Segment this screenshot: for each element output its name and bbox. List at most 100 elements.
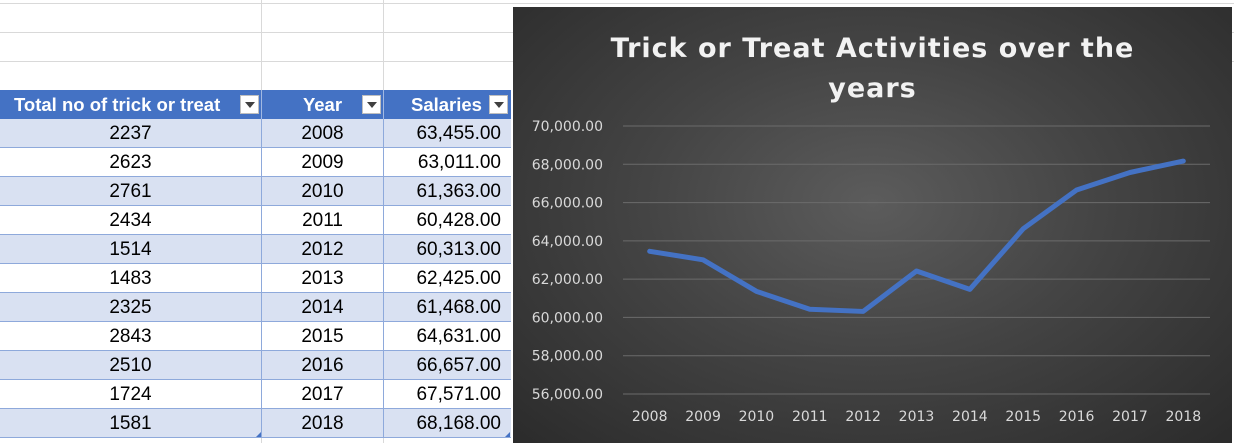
column-separator [383, 90, 384, 119]
cell-salary[interactable]: 63,455.00 [416, 123, 501, 144]
column-separator [383, 380, 384, 408]
y-tick-label: 70,000.00 [532, 119, 603, 135]
cell-trick-or-treat-count[interactable]: 1514 [109, 239, 152, 260]
column-separator [383, 235, 384, 263]
column-separator [383, 264, 384, 292]
cell-year[interactable]: 2015 [301, 326, 344, 347]
chart-title: Trick or Treat Activities over the years [513, 29, 1232, 109]
table-row: 2761 2010 61,363.00 [0, 177, 511, 206]
cell-year[interactable]: 2009 [301, 152, 344, 173]
table-header-row: Total no of trick or treat Year Salaries [0, 90, 511, 119]
column-separator [261, 148, 262, 176]
x-tick-label: 2013 [899, 409, 935, 425]
x-tick-label: 2014 [952, 409, 988, 425]
cell-salary[interactable]: 67,571.00 [416, 384, 501, 405]
cell-year[interactable]: 2017 [301, 384, 344, 405]
cell-salary[interactable]: 63,011.00 [417, 152, 501, 173]
column-separator [261, 380, 262, 408]
column-separator [261, 351, 262, 379]
cell-trick-or-treat-count[interactable]: 2237 [109, 123, 152, 144]
cell-salary[interactable]: 61,363.00 [416, 181, 501, 202]
chart-title-line-2: years [828, 73, 917, 104]
table-row: 2510 2016 66,657.00 [0, 351, 511, 380]
x-tick-label: 2009 [685, 409, 721, 425]
column-separator [383, 177, 384, 205]
y-tick-label: 66,000.00 [532, 196, 603, 212]
x-tick-label: 2018 [1165, 409, 1201, 425]
column-separator [261, 264, 262, 292]
cell-trick-or-treat-count[interactable]: 1483 [109, 268, 152, 289]
x-tick-label: 2008 [632, 409, 668, 425]
column-separator [261, 235, 262, 263]
filter-dropdown-button[interactable] [489, 95, 508, 114]
cell-salary[interactable]: 64,631.00 [416, 326, 501, 347]
column-separator [383, 206, 384, 234]
cell-trick-or-treat-count[interactable]: 2843 [109, 326, 152, 347]
cell-salary[interactable]: 60,313.00 [416, 239, 501, 260]
cell-trick-or-treat-count[interactable]: 2325 [109, 297, 152, 318]
cell-salary[interactable]: 66,657.00 [416, 355, 501, 376]
cell-trick-or-treat-count[interactable]: 2623 [109, 152, 152, 173]
cell-trick-or-treat-count[interactable]: 1581 [109, 413, 152, 434]
cell-salary[interactable]: 68,168.00 [416, 413, 501, 434]
y-tick-label: 58,000.00 [532, 349, 603, 365]
cell-year[interactable]: 2008 [301, 123, 344, 144]
table-resize-handle[interactable] [256, 432, 261, 437]
cell-year[interactable]: 2018 [301, 413, 344, 434]
table-row: 2325 2014 61,468.00 [0, 293, 511, 322]
x-tick-label: 2015 [1005, 409, 1041, 425]
cell-year[interactable]: 2011 [302, 210, 343, 231]
column-separator [261, 409, 262, 437]
x-tick-label: 2011 [792, 409, 828, 425]
cell-trick-or-treat-count[interactable]: 2434 [109, 210, 152, 231]
column-separator [261, 90, 262, 119]
cell-trick-or-treat-count[interactable]: 2510 [109, 355, 152, 376]
cell-year[interactable]: 2014 [301, 297, 344, 318]
y-tick-label: 56,000.00 [532, 387, 603, 403]
column-separator [383, 322, 384, 350]
y-tick-label: 62,000.00 [532, 272, 603, 288]
y-tick-label: 68,000.00 [532, 157, 603, 173]
column-separator [383, 409, 384, 437]
column-separator [261, 177, 262, 205]
column-separator [261, 322, 262, 350]
filter-dropdown-button[interactable] [240, 95, 259, 114]
cell-trick-or-treat-count[interactable]: 1724 [109, 384, 152, 405]
table-row: 2237 2008 63,455.00 [0, 119, 511, 148]
table-row: 1724 2017 67,571.00 [0, 380, 511, 409]
cell-salary[interactable]: 60,428.00 [416, 210, 501, 231]
cell-year[interactable]: 2013 [301, 268, 344, 289]
column-separator [261, 206, 262, 234]
header-total-trick-or-treat[interactable]: Total no of trick or treat [14, 94, 221, 115]
x-tick-label: 2016 [1059, 409, 1095, 425]
table-row: 1581 2018 68,168.00 [0, 409, 511, 438]
header-salaries[interactable]: Salaries [411, 94, 482, 115]
chart-title-line-1: Trick or Treat Activities over the [610, 33, 1135, 64]
x-tick-label: 2017 [1112, 409, 1148, 425]
cell-year[interactable]: 2016 [301, 355, 344, 376]
table-row: 2623 2009 63,011.00 [0, 148, 511, 177]
filter-dropdown-button[interactable] [362, 95, 381, 114]
header-year[interactable]: Year [302, 94, 343, 115]
data-table: Total no of trick or treat Year Salaries 22… [0, 90, 511, 439]
cell-year[interactable]: 2010 [301, 181, 344, 202]
y-tick-label: 64,000.00 [532, 234, 603, 250]
column-separator [383, 293, 384, 321]
cell-salary[interactable]: 61,468.00 [416, 297, 501, 318]
table-row: 1514 2012 60,313.00 [0, 235, 511, 264]
y-tick-label: 60,000.00 [532, 310, 603, 326]
line-chart[interactable]: Trick or Treat Activities over the years… [513, 7, 1232, 443]
column-separator [261, 119, 262, 147]
table-resize-handle[interactable] [505, 432, 510, 437]
x-tick-label: 2010 [739, 409, 775, 425]
cell-salary[interactable]: 62,425.00 [416, 268, 501, 289]
x-tick-label: 2012 [845, 409, 881, 425]
column-separator [383, 119, 384, 147]
series-line [647, 158, 1186, 314]
column-separator [261, 293, 262, 321]
column-separator [383, 148, 384, 176]
chart-plot: 56,000.00 58,000.00 60,000.00 62,000.00 64,0… [532, 119, 1210, 425]
cell-trick-or-treat-count[interactable]: 2761 [109, 181, 152, 202]
cell-year[interactable]: 2012 [301, 239, 344, 260]
table-row: 1483 2013 62,425.00 [0, 264, 511, 293]
